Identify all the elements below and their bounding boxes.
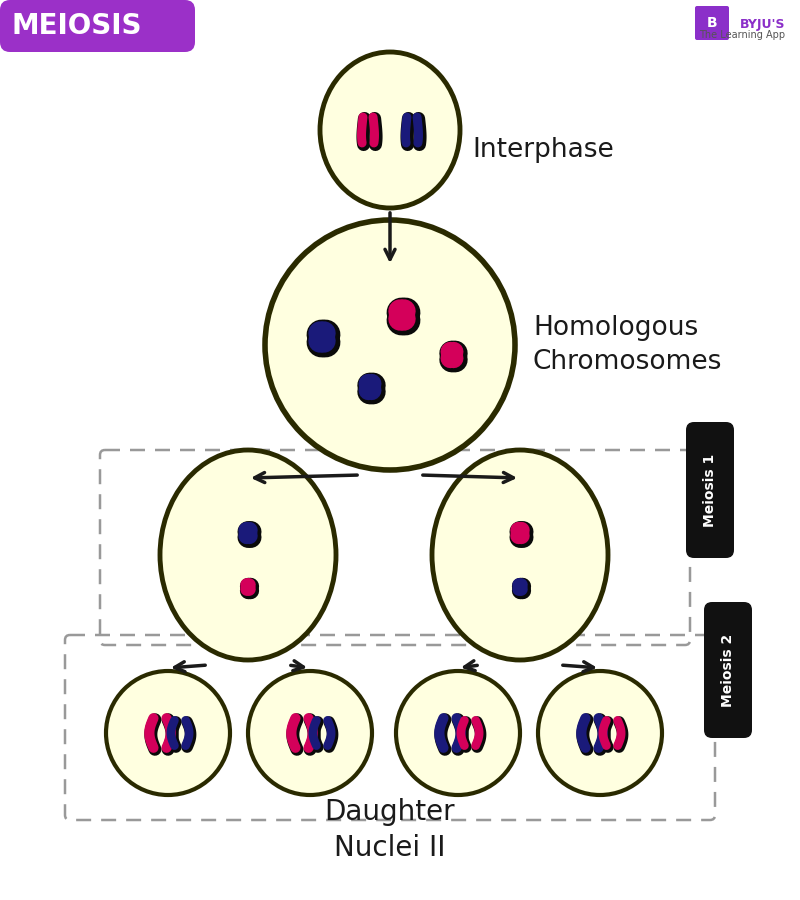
FancyBboxPatch shape <box>686 422 734 558</box>
Ellipse shape <box>432 450 608 660</box>
FancyBboxPatch shape <box>0 0 195 52</box>
Text: Homologous
Chromosomes: Homologous Chromosomes <box>533 315 722 375</box>
Text: Interphase: Interphase <box>472 137 614 163</box>
Ellipse shape <box>320 52 460 208</box>
Text: BYJU'S: BYJU'S <box>739 18 785 31</box>
FancyBboxPatch shape <box>695 6 729 40</box>
Ellipse shape <box>106 671 230 795</box>
Text: B: B <box>706 16 718 30</box>
Ellipse shape <box>538 671 662 795</box>
Text: Meiosis 1: Meiosis 1 <box>703 454 717 526</box>
Text: The Learning App: The Learning App <box>699 30 785 40</box>
Ellipse shape <box>396 671 520 795</box>
Ellipse shape <box>160 450 336 660</box>
FancyBboxPatch shape <box>704 602 752 738</box>
Ellipse shape <box>265 220 515 470</box>
Text: Meiosis 2: Meiosis 2 <box>721 634 735 706</box>
Text: Daughter
Nuclei II: Daughter Nuclei II <box>325 797 455 862</box>
Ellipse shape <box>248 671 372 795</box>
Text: MEIOSIS: MEIOSIS <box>12 12 142 40</box>
